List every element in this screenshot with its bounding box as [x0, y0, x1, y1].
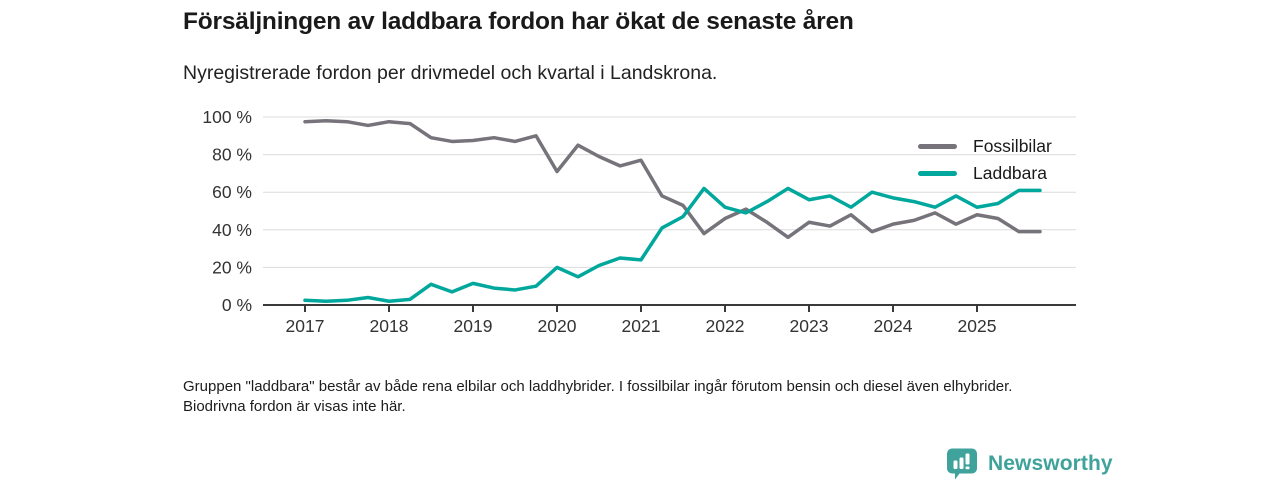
series-line-fossilbilar	[303, 119, 1042, 240]
y-tick-label: 0 %	[222, 295, 252, 315]
legend-item-fossilbilar: Fossilbilar	[918, 133, 1052, 160]
legend-label-fossilbilar: Fossilbilar	[973, 136, 1052, 156]
x-tick-label: 2023	[790, 316, 829, 336]
newsworthy-wordmark: Newsworthy	[988, 451, 1113, 475]
y-tick-label: 40 %	[212, 220, 252, 240]
x-tick-label: 2018	[370, 316, 409, 336]
legend-item-laddbara: Laddbara	[918, 160, 1052, 187]
line-chart: 0 % 20 % 40 % 60 % 80 % 100 % 2017 2018 2019 2020…	[202, 107, 1076, 336]
fossilbilar-line-swatch	[918, 144, 957, 149]
chart-subtitle: Nyregistrerade fordon per drivmedel och …	[183, 62, 718, 84]
laddbara-line-swatch	[918, 171, 957, 176]
bar-chart-speech-bubble-icon	[947, 448, 977, 480]
y-tick-label: 20 %	[212, 257, 252, 277]
footnote: Gruppen "laddbara" består av både rena e…	[183, 378, 1013, 416]
chart-legend: Fossilbilar Laddbara	[918, 133, 1052, 187]
x-tick-label: 2017	[286, 316, 325, 336]
x-tick-label: 2020	[538, 316, 577, 336]
y-tick-label: 60 %	[212, 182, 252, 202]
newsworthy-logo: Newsworthy	[945, 447, 1113, 480]
chart-title: Försäljningen av laddbara fordon har öka…	[183, 8, 854, 35]
series-line-laddbara	[303, 186, 1042, 303]
x-tick-label: 2019	[454, 316, 493, 336]
y-tick-label: 80 %	[212, 145, 252, 165]
x-tick-label: 2021	[622, 316, 661, 336]
x-tick-label: 2025	[958, 316, 997, 336]
x-tick-label: 2024	[874, 316, 913, 336]
y-tick-label: 100 %	[202, 107, 252, 127]
legend-label-laddbara: Laddbara	[973, 163, 1047, 183]
x-tick-label: 2022	[706, 316, 745, 336]
